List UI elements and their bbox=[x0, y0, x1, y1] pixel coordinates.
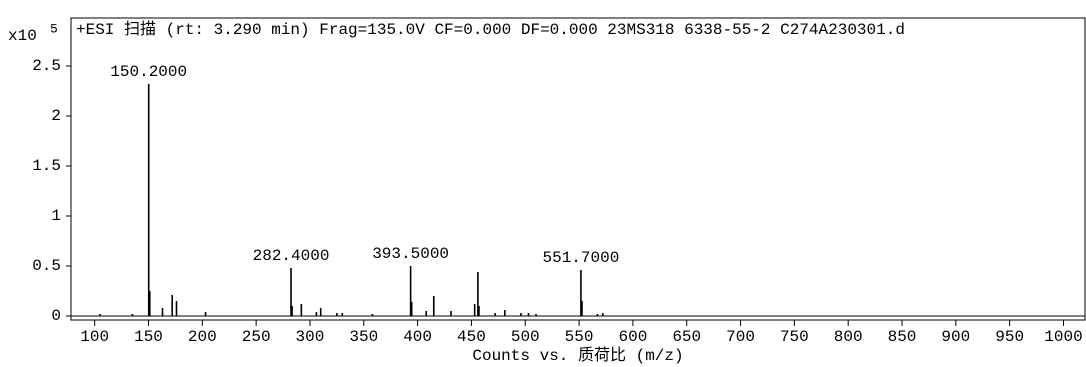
y-tick-label: 0 bbox=[51, 307, 61, 325]
x-tick-label: 400 bbox=[403, 328, 432, 346]
x-tick-label: 700 bbox=[726, 328, 755, 346]
plot-frame bbox=[70, 17, 1086, 321]
peak-label: 551.7000 bbox=[543, 249, 620, 267]
x-tick-label: 900 bbox=[941, 328, 970, 346]
peak-label: 393.5000 bbox=[372, 245, 449, 263]
x-tick-label: 250 bbox=[242, 328, 271, 346]
peak-label: 150.2000 bbox=[110, 63, 187, 81]
y-multiplier: x10 bbox=[8, 27, 37, 45]
x-tick-label: 450 bbox=[457, 328, 486, 346]
y-tick-label: 2 bbox=[51, 107, 61, 125]
x-tick-label: 650 bbox=[672, 328, 701, 346]
peak-label: 282.4000 bbox=[253, 247, 330, 265]
x-tick-label: 200 bbox=[188, 328, 217, 346]
x-tick-label: 1000 bbox=[1044, 328, 1082, 346]
x-tick-label: 150 bbox=[134, 328, 163, 346]
x-tick-label: 550 bbox=[565, 328, 594, 346]
x-tick-label: 750 bbox=[780, 328, 809, 346]
x-tick-label: 950 bbox=[995, 328, 1024, 346]
x-tick-label: 600 bbox=[618, 328, 647, 346]
x-tick-label: 300 bbox=[296, 328, 325, 346]
x-axis-label: Counts vs. 质荷比 (m/z) bbox=[472, 346, 683, 365]
x-tick-label: 100 bbox=[80, 328, 109, 346]
y-tick-label: 0.5 bbox=[32, 257, 61, 275]
x-tick-label: 800 bbox=[834, 328, 863, 346]
x-tick-label: 350 bbox=[349, 328, 378, 346]
y-tick-label: 2.5 bbox=[32, 57, 61, 75]
x-tick-label: 500 bbox=[511, 328, 540, 346]
y-tick-label: 1.5 bbox=[32, 157, 61, 175]
x-tick-label: 850 bbox=[888, 328, 917, 346]
y-tick-label: 1 bbox=[51, 207, 61, 225]
chart-title: +ESI 扫描 (rt: 3.290 min) Frag=135.0V CF=0… bbox=[76, 20, 905, 39]
y-exponent: 5 bbox=[50, 21, 58, 36]
